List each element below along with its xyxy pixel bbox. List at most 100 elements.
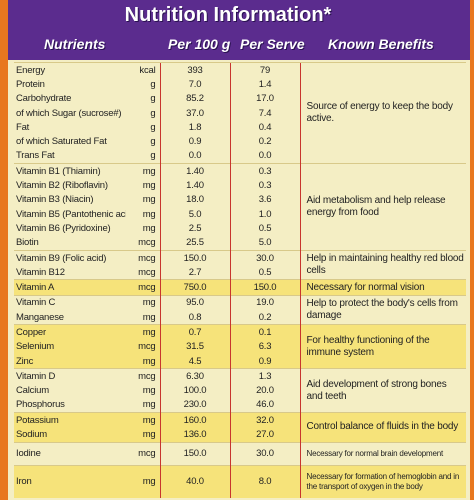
unit: g (150, 107, 156, 119)
per-100g: 0.9 (159, 134, 230, 149)
table-row: Sodium mg 136.0 27.0 (14, 427, 466, 443)
nutrient-name: Copper (14, 324, 126, 340)
unit: mg (142, 311, 156, 323)
unit: mg (126, 464, 160, 498)
per-serve: 46.0 (229, 397, 300, 413)
per-100g: 0.8 (159, 310, 230, 325)
per-serve: 3.6 (229, 192, 300, 207)
known-benefit: Control balance of fluids in the body (299, 412, 466, 443)
unit: mg (126, 427, 160, 443)
table-row: Phosphorus mg 230.0 46.0 (14, 397, 466, 413)
per-serve: 30.0 (229, 441, 300, 466)
per-serve: 0.9 (229, 353, 300, 369)
unit: mcg (126, 339, 160, 354)
unit: mg (126, 353, 160, 369)
nutrient-name: Vitamin B2 (Riboflavin) (16, 180, 108, 192)
per-100g: 0.7 (159, 324, 230, 340)
per-100g: 100.0 (159, 383, 230, 398)
per-serve: 0.5 (229, 221, 300, 236)
column-header: Nutrients (44, 36, 106, 52)
unit: mg (142, 194, 156, 206)
unit: mcg (138, 237, 156, 249)
table-row: Calcium mg 100.0 20.0 (14, 383, 466, 398)
table-row: Energy kcal 393 79 Source of energy to keep … (14, 61, 466, 164)
per-100g: 18.0 (159, 192, 230, 207)
unit: kcal (126, 62, 160, 78)
per-100g: 4.5 (159, 353, 230, 369)
per-serve: 20.0 (229, 383, 300, 398)
known-benefit: For healthy functioning of the immune sy… (299, 324, 466, 369)
nutrient-name: Vitamin B3 (Niacin) (16, 194, 94, 206)
per-serve: 1.4 (229, 77, 300, 92)
known-benefit: Help to protect the body's cells from da… (299, 294, 466, 325)
table-row: Potassium mg 160.0 32.0 Control balance of f… (14, 412, 466, 443)
table-row: Vitamin B9 (Folic acid) mcg 150.0 30.0 Help … (14, 249, 466, 280)
nutrient-name: Vitamin B12 (16, 266, 65, 278)
nutrient-name: Phosphorus (16, 399, 65, 411)
per-100g: 160.0 (159, 412, 230, 428)
unit: g (150, 150, 156, 162)
per-serve: 30.0 (229, 249, 300, 266)
column-header: Per Serve (240, 36, 305, 52)
per-100g: 136.0 (159, 427, 230, 443)
nutrient-name: Calcium (16, 385, 49, 397)
nutrient-name: Vitamin A (14, 279, 126, 296)
header-band: Nutrition Information* Nutrients Per 100… (8, 0, 470, 60)
table-row: Vitamin B6 (Pyridoxine) mg 2.5 0.5 (14, 221, 466, 236)
per-100g: 95.0 (159, 294, 230, 311)
per-serve: 0.0 (229, 148, 300, 164)
per-serve: 0.2 (229, 310, 300, 325)
unit: mg (142, 180, 156, 192)
column-header: Per 100 g (168, 36, 231, 52)
per-serve: 5.0 (229, 235, 300, 251)
table-row: Iodine mcg 150.0 30.0 Necessary for normal b… (14, 441, 466, 466)
nutrient-name: Sodium (14, 427, 126, 443)
unit: mcg (126, 368, 160, 384)
known-benefit: Aid development of strong bones and teet… (299, 368, 466, 413)
per-100g: 150.0 (159, 249, 230, 266)
nutrient-name: of which Sugar (sucrose#) (16, 107, 122, 119)
per-serve: 0.5 (229, 265, 300, 280)
table-row: Vitamin B5 (Pantothenic acid) mg 5.0 1.0 (14, 206, 466, 222)
per-serve: 8.0 (229, 464, 300, 498)
unit: g (150, 78, 156, 90)
unit: mg (126, 294, 160, 311)
known-benefit: Help in maintaining healthy red blood ce… (299, 249, 466, 280)
nutrient-name: Vitamin D (14, 368, 126, 384)
unit: mg (126, 163, 160, 179)
per-serve: 0.3 (229, 178, 300, 193)
unit: g (150, 93, 156, 105)
table-row: of which Sugar (sucrose#) g 37.0 7.4 (14, 105, 466, 121)
table-row: Selenium mcg 31.5 6.3 (14, 339, 466, 354)
nutrient-name: of which Saturated Fat (16, 136, 107, 148)
per-serve: 7.4 (229, 105, 300, 121)
unit: g (150, 121, 156, 133)
nutrient-name: Vitamin B9 (Folic acid) (14, 249, 126, 266)
unit: mg (142, 222, 156, 234)
table-row: Biotin mcg 25.5 5.0 (14, 235, 466, 251)
per-serve: 0.4 (229, 120, 300, 135)
per-serve: 79 (229, 62, 300, 78)
per-100g: 37.0 (159, 105, 230, 121)
unit: mcg (126, 249, 160, 266)
table-row: Vitamin B1 (Thiamin) mg 1.40 0.3 Aid metabol… (14, 163, 466, 251)
nutrient-name: Vitamin C (14, 294, 126, 311)
per-serve: 32.0 (229, 412, 300, 428)
per-100g: 5.0 (159, 206, 230, 222)
known-benefit: Source of energy to keep the body active… (299, 61, 466, 164)
nutrient-name: Biotin (16, 237, 39, 249)
per-serve: 1.0 (229, 206, 300, 222)
per-serve: 0.1 (229, 324, 300, 340)
unit: mg (142, 399, 156, 411)
known-benefit: Aid metabolism and help release energy f… (299, 163, 466, 251)
nutrient-name: Vitamin B5 (Pantothenic acid) (16, 208, 126, 220)
table-row: Iron mg 40.0 8.0 Necessary for formation of … (14, 464, 466, 498)
column-header: Known Benefits (328, 36, 434, 52)
per-100g: 40.0 (159, 464, 230, 498)
per-100g: 150.0 (159, 441, 230, 466)
label-panel: Nutrition Information* Nutrients Per 100… (8, 0, 470, 500)
per-100g: 85.2 (159, 91, 230, 106)
nutrient-name: Energy (14, 62, 126, 78)
